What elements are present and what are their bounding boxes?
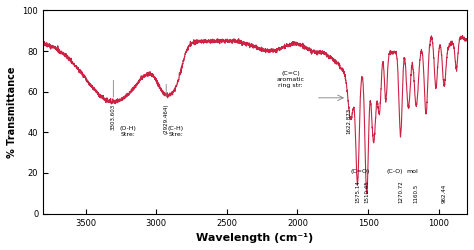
Text: (2929.464): (2929.464) xyxy=(164,104,169,134)
Y-axis label: % Transmittance: % Transmittance xyxy=(7,66,17,158)
Text: (C-O): (C-O) xyxy=(386,169,403,174)
Text: (C=C)
aromatic
ring str:: (C=C) aromatic ring str: xyxy=(276,71,304,88)
Text: (O-H)
Stre:: (O-H) Stre: xyxy=(119,126,137,137)
Text: 1575.14: 1575.14 xyxy=(355,181,360,204)
Text: (C-H)
Stre:: (C-H) Stre: xyxy=(168,126,184,137)
Text: 1270.72: 1270.72 xyxy=(398,181,403,204)
Text: 1510.45: 1510.45 xyxy=(364,181,369,204)
Text: 3303.603: 3303.603 xyxy=(111,104,116,130)
X-axis label: Wavelength (cm⁻¹): Wavelength (cm⁻¹) xyxy=(196,233,314,243)
Text: mol: mol xyxy=(406,169,418,174)
Text: (C=O): (C=O) xyxy=(350,169,370,174)
Text: 962.44: 962.44 xyxy=(442,184,447,204)
Text: 1160.5: 1160.5 xyxy=(414,184,419,204)
Text: 1622.873: 1622.873 xyxy=(346,108,351,134)
